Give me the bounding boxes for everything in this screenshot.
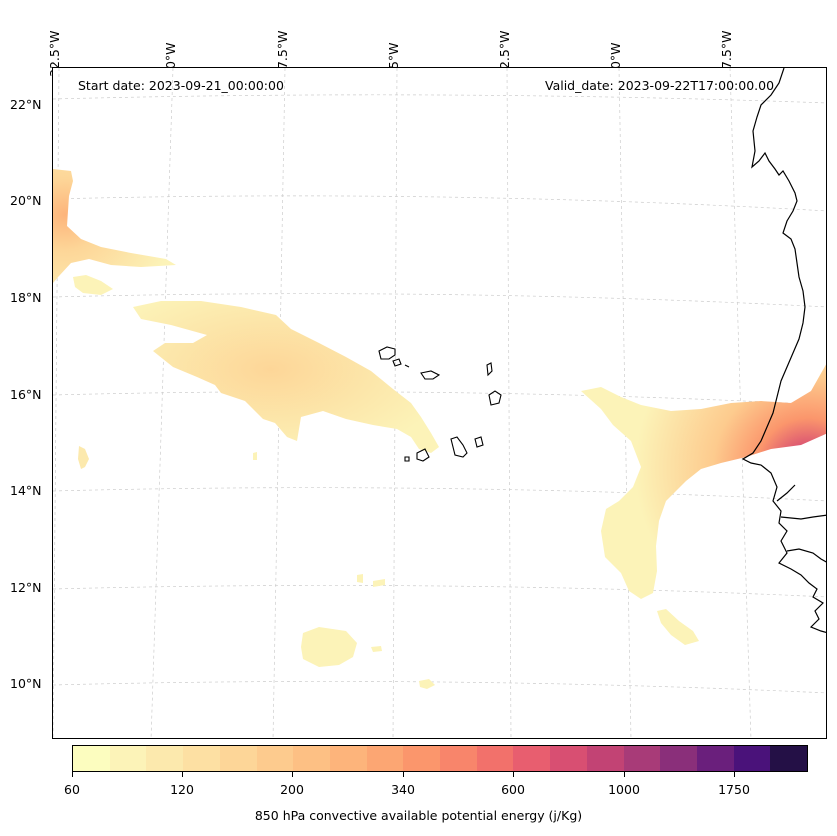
colorbar-tick-340 [403,772,404,777]
start-date-label: Start date: 2023-09-21_00:00:00 [78,78,284,93]
colorbar-segment-7 [329,746,367,771]
colorbar-segment-6 [293,746,330,771]
colorbar-label-200: 200 [280,782,304,797]
colorbar-segment-11 [476,746,514,771]
lat-label-14n: 14°N [10,483,42,498]
cape-patch-south-5 [357,574,363,583]
colorbar-label-1750: 1750 [718,782,750,797]
colorbar-segment-9 [403,746,441,771]
map-canvas [53,68,826,738]
island-sao-nicolau [420,370,441,380]
colorbar-segment-12 [513,746,551,771]
colorbar-segment-18 [733,746,771,771]
colorbar-tick-600 [513,772,514,777]
coastline [741,68,826,634]
island-maio [474,436,484,448]
colorbar-segment-10 [440,746,477,771]
cape-patch-south-2 [301,627,357,667]
senegal-border-2 [780,514,826,520]
colorbar-segment-19 [770,746,808,771]
colorbar-title: 850 hPa convective available potential e… [254,808,583,823]
colorbar-label-60: 60 [64,782,80,797]
cape-patch-south-7 [253,452,257,460]
colorbar-segment-16 [660,746,697,771]
lat-label-16n: 16°N [10,387,42,402]
cape-patch-south-6 [373,579,385,587]
cape-central-band [133,301,439,453]
guinea-bissau-coast [786,548,826,563]
cape-patch-west-14n [78,446,89,469]
colorbar-segment-5 [256,746,294,771]
island-santiago [450,436,468,458]
colorbar-tick-200 [292,772,293,777]
colorbar-segment-15 [623,746,661,771]
colorbar-tick-120 [182,772,183,777]
island-boa-vista [488,390,502,406]
colorbar-label-1000: 1000 [608,782,640,797]
cape-patch-south-3 [371,646,382,652]
colorbar-tick-60 [72,772,73,777]
map-frame [52,67,827,739]
colorbar-segment-8 [366,746,404,771]
colorbar-segment-13 [550,746,587,771]
gridlines [53,68,826,738]
colorbar-segment-4 [219,746,257,771]
island-brava [404,456,410,462]
senegal-border-1 [776,484,796,502]
colorbar-tick-1000 [624,772,625,777]
colorbar [72,745,808,772]
colorbar-segment-14 [586,746,624,771]
lat-label-22n: 22°N [10,97,42,112]
colorbar-tick-1750 [734,772,735,777]
island-santo-antao [378,346,396,360]
cape-small-patch-1 [73,275,113,295]
lat-label-20n: 20°N [10,193,42,208]
colorbar-segment-3 [183,746,220,771]
colorbar-label-340: 340 [391,782,415,797]
colorbar-segment-1 [109,746,147,771]
island-fogo [416,448,430,462]
cape-patch-south-4 [419,679,435,689]
cape-west-blob [53,169,176,283]
cape-verde-islands [378,346,502,462]
lat-label-10n: 10°N [10,676,42,691]
cape-field [53,169,826,689]
colorbar-label-120: 120 [170,782,194,797]
island-santa-luzia [404,364,410,368]
colorbar-segment-2 [146,746,184,771]
colorbar-segment-17 [696,746,734,771]
island-sal [486,362,493,377]
lat-label-18n: 18°N [10,290,42,305]
cape-east-plume [581,364,826,599]
colorbar-segment-0 [73,746,110,771]
africa-coastline [741,68,826,634]
valid-date-label: Valid_date: 2023-09-22T17:00:00.00 [545,78,775,93]
cape-patch-south-1 [657,609,699,645]
lat-label-12n: 12°N [10,580,42,595]
colorbar-label-600: 600 [501,782,525,797]
island-sao-vicente [392,358,402,367]
